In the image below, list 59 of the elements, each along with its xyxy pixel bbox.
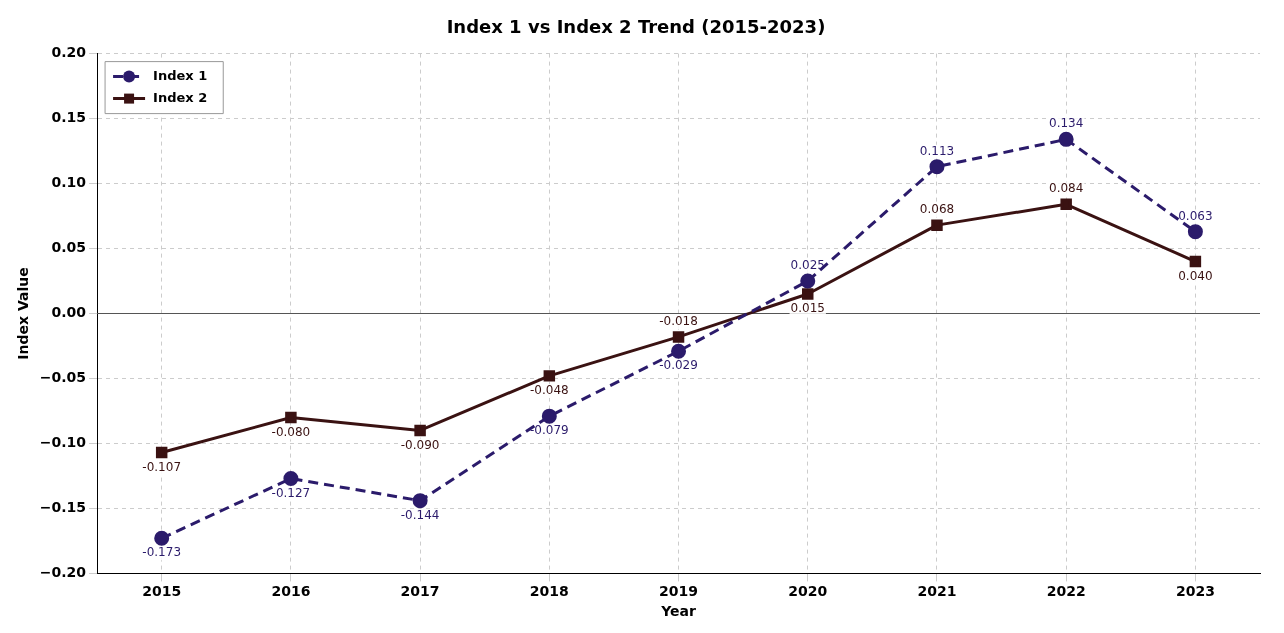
x-tick-label: 2015 <box>142 583 182 600</box>
data-label: 0.015 <box>790 301 825 316</box>
data-label: -0.079 <box>529 423 569 438</box>
point <box>1060 198 1072 211</box>
x-axis-title: Year <box>660 603 696 620</box>
point <box>802 288 814 300</box>
data-label: -0.080 <box>271 424 311 439</box>
data-label: 0.134 <box>1049 116 1084 131</box>
legend-label: Index 2 <box>153 89 208 105</box>
point <box>541 408 557 424</box>
x-tick-label: 2020 <box>788 583 828 600</box>
x-tick-label: 2016 <box>271 583 311 600</box>
y-tick-label: 0.10 <box>51 174 87 191</box>
point <box>929 159 945 175</box>
y-tick-label: 0.20 <box>51 44 87 61</box>
data-label: -0.107 <box>142 459 182 474</box>
point <box>1058 131 1074 147</box>
data-label: 0.063 <box>1178 208 1213 223</box>
y-tick-label: −0.20 <box>39 564 87 581</box>
data-label: -0.018 <box>659 314 698 329</box>
point <box>283 471 299 487</box>
y-tick-label: 0.05 <box>51 239 87 256</box>
chart-title: Index 1 vs Index 2 Trend (2015-2023) <box>446 16 826 38</box>
x-tick-label: 2019 <box>659 583 699 600</box>
point <box>672 331 685 343</box>
x-tick-label: 2023 <box>1175 583 1215 600</box>
point <box>1187 224 1203 240</box>
point <box>1189 255 1202 268</box>
y-tick-label: −0.15 <box>39 499 87 516</box>
data-label: -0.127 <box>271 485 311 500</box>
x-tick-label: 2017 <box>400 583 440 600</box>
point <box>285 411 297 424</box>
data-label: 0.040 <box>1178 268 1213 283</box>
point <box>543 370 556 382</box>
x-tick-label: 2022 <box>1046 583 1086 600</box>
point <box>155 446 168 459</box>
data-label: -0.173 <box>142 545 182 560</box>
data-label: 0.068 <box>919 202 955 217</box>
point <box>800 273 816 289</box>
y-axis-title: Index Value <box>15 267 32 360</box>
data-label: -0.048 <box>529 383 569 397</box>
data-label: -0.029 <box>659 358 698 373</box>
point <box>414 424 426 437</box>
y-tick-label: −0.05 <box>39 369 87 386</box>
x-tick-label: 2018 <box>529 583 569 600</box>
data-label: 0.113 <box>919 143 955 158</box>
data-label: -0.144 <box>400 507 440 522</box>
point <box>154 530 170 546</box>
legend-label: Index 1 <box>153 67 208 83</box>
point <box>931 219 943 231</box>
data-label: -0.090 <box>400 437 440 452</box>
point <box>671 343 687 359</box>
data-label: 0.025 <box>790 258 825 273</box>
point <box>412 493 428 509</box>
y-tick-label: 0.15 <box>51 109 87 126</box>
x-tick-label: 2021 <box>917 583 957 600</box>
data-label: 0.084 <box>1049 181 1084 196</box>
y-tick-label: 0.00 <box>51 304 87 321</box>
y-tick-label: −0.10 <box>39 434 87 451</box>
